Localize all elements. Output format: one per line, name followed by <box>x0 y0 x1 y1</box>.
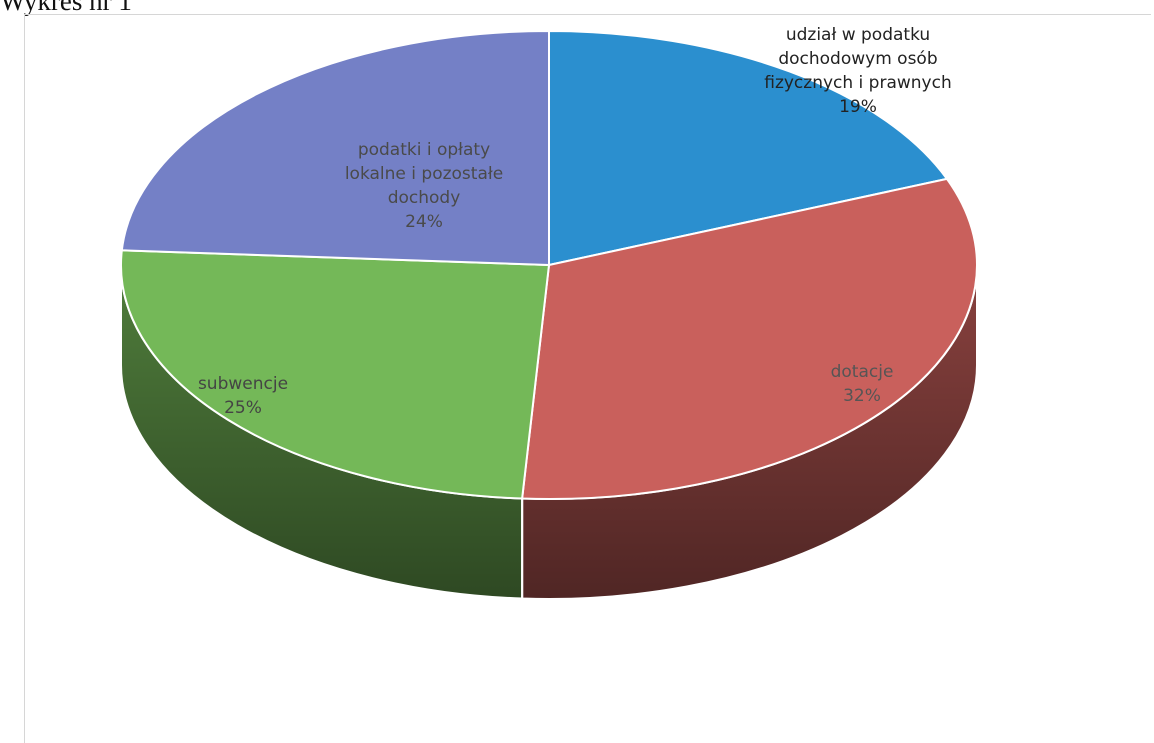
pie-slice-2 <box>120 249 550 500</box>
pie-slice-3 <box>120 30 550 266</box>
slice-label-0: udział w podatku dochodowym osób fizycznyc… <box>764 25 952 117</box>
pie-slice-1 <box>521 177 978 500</box>
slice-percent-1: 32% <box>843 386 881 406</box>
slice-label-line-3-2: dochody <box>388 188 461 208</box>
pie-slice-0 <box>548 30 948 266</box>
slice-percent-0: 19% <box>839 97 877 117</box>
slice-percent-3: 24% <box>405 212 443 232</box>
slice-label-line-3-1: lokalne i pozostałe <box>345 164 503 184</box>
slice-label-line-2-0: subwencje <box>198 374 288 394</box>
slice-label-3: podatki i opłaty lokalne i pozostałe docho… <box>345 140 503 232</box>
slice-percent-2: 25% <box>224 398 262 418</box>
slice-label-line-1-0: dotacje <box>831 362 894 382</box>
slice-label-line-0-1: dochodowym osób <box>778 49 937 69</box>
slice-label-line-0-2: fizycznych i prawnych <box>764 73 952 93</box>
slice-label-line-0-0: udział w podatku <box>786 25 930 45</box>
slice-label-1: dotacje 32% <box>831 362 894 406</box>
chart-frame <box>24 14 1151 743</box>
slice-label-line-3-0: podatki i opłaty <box>358 140 490 160</box>
slice-label-2: subwencje 25% <box>198 374 288 418</box>
page-caption: Wykres nr 1 <box>0 0 132 16</box>
